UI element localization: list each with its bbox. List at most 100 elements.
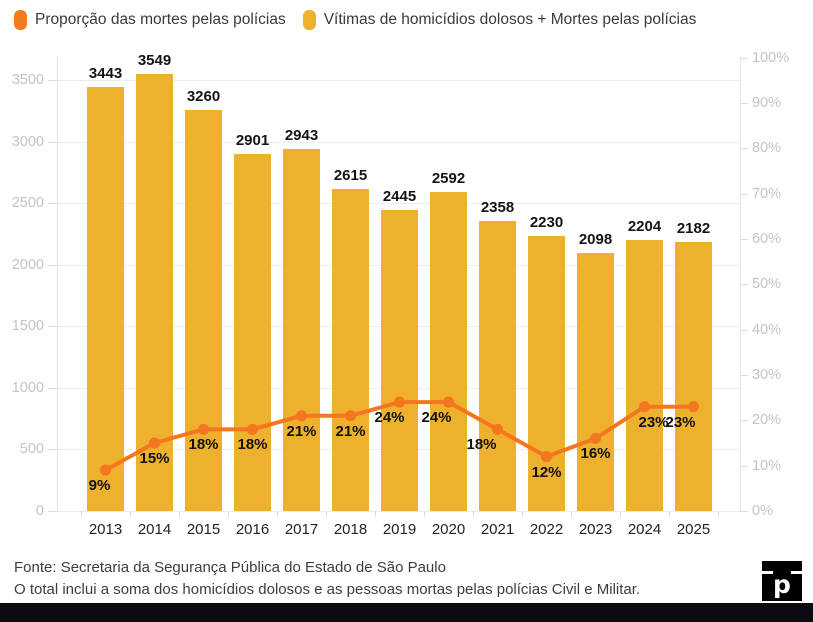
chart-footer: Fonte: Secretaria da Segurança Pública d… <box>14 557 640 600</box>
x-axis-tick <box>522 511 523 517</box>
x-axis-label-2019: 2019 <box>382 521 417 538</box>
pct-label-2017: 21% <box>286 422 317 440</box>
bar-value-label-2021: 2358 <box>480 198 515 216</box>
pct-label-2013: 9% <box>88 477 111 495</box>
right-axis-tick-label: 70% <box>752 185 782 202</box>
bar-2020 <box>430 191 467 511</box>
left-axis-tick-label: 2500 <box>11 195 44 212</box>
pct-label-2022: 12% <box>531 463 562 481</box>
left-axis-tick <box>48 511 57 512</box>
bar-value-label-2024: 2204 <box>627 217 662 235</box>
bar-value-label-2018: 2615 <box>333 166 368 184</box>
bottom-accent-bar <box>0 603 813 622</box>
gridline-2500 <box>57 203 740 205</box>
bar-value-label-2013: 3443 <box>88 65 123 83</box>
gridline-0 <box>57 511 740 512</box>
legend-swatch-icon <box>302 10 316 30</box>
left-axis-line <box>57 57 58 511</box>
right-axis-tick <box>740 374 748 376</box>
left-axis-tick-label: 0 <box>35 503 44 519</box>
pct-label-2021: 18% <box>466 436 497 454</box>
x-axis-tick <box>277 511 278 517</box>
right-axis-tick-label: 50% <box>752 276 782 293</box>
right-axis-tick <box>740 420 748 422</box>
x-axis-label-2018: 2018 <box>333 521 368 538</box>
left-axis-tick <box>48 203 57 205</box>
x-axis-tick <box>424 511 425 517</box>
bar-2013 <box>87 87 124 511</box>
x-axis-tick <box>718 511 719 517</box>
x-axis-label-2024: 2024 <box>627 521 662 538</box>
bar-value-label-2019: 2445 <box>382 187 417 205</box>
right-axis-tick-label: 10% <box>752 457 782 474</box>
legend-item-label: Vítimas de homicídios dolosos + Mortes p… <box>323 11 697 28</box>
left-axis-tick-label: 2000 <box>11 256 44 273</box>
x-axis-label-2016: 2016 <box>235 521 270 538</box>
legend-swatch-icon <box>14 10 27 30</box>
x-axis-tick <box>179 511 180 517</box>
right-axis-line <box>740 57 741 511</box>
left-axis-tick-label: 1500 <box>11 318 44 335</box>
note-text: O total inclui a soma dos homicídios dol… <box>14 580 641 598</box>
bar-2018 <box>332 188 369 511</box>
left-axis-tick-label: 3500 <box>11 72 44 88</box>
bar-value-label-2025: 2182 <box>676 220 711 238</box>
pct-label-2024: 23% <box>638 413 669 431</box>
left-axis-tick <box>48 326 57 328</box>
bar-2025 <box>675 242 712 511</box>
gridline-3000 <box>57 141 740 143</box>
left-axis-tick <box>48 80 57 81</box>
gridline-3500 <box>57 80 740 81</box>
x-axis-tick <box>473 511 474 517</box>
bar-value-label-2015: 3260 <box>186 87 221 105</box>
x-axis-tick <box>571 511 572 517</box>
x-axis-label-2023: 2023 <box>578 521 613 538</box>
pct-label-2018: 21% <box>335 422 366 440</box>
x-axis-tick <box>669 511 670 517</box>
right-axis-tick <box>740 329 748 331</box>
x-axis-label-2014: 2014 <box>137 521 172 538</box>
right-axis-tick-label: 60% <box>752 230 782 247</box>
logo-letter: p <box>773 570 791 599</box>
right-axis-tick-label: 40% <box>752 321 782 338</box>
left-axis-tick <box>48 264 57 266</box>
pct-label-2023: 16% <box>580 445 611 463</box>
bar-value-label-2016: 2901 <box>235 131 270 149</box>
right-axis-tick-label: 20% <box>752 412 782 429</box>
pct-label-2014: 15% <box>139 449 170 467</box>
legend-item-bar-series[interactable]: Vítimas de homicídios dolosos + Mortes p… <box>302 10 697 30</box>
pct-label-2016: 18% <box>237 436 268 454</box>
x-axis-tick <box>375 511 376 517</box>
pct-label-2020: 24% <box>421 409 452 427</box>
pct-label-2025: 23% <box>665 413 696 431</box>
x-axis-label-2015: 2015 <box>186 521 221 538</box>
left-axis-tick <box>48 141 57 143</box>
bar-value-label-2023: 2098 <box>578 230 613 248</box>
right-axis-tick-label: 30% <box>752 366 782 383</box>
right-axis-tick <box>740 284 748 286</box>
bar-2016 <box>234 153 271 511</box>
left-axis-tick <box>48 449 57 451</box>
legend-item-line-series[interactable]: Proporção das mortes pelas polícias <box>14 10 286 30</box>
poder360-logo: p <box>762 561 802 601</box>
right-axis-tick <box>740 511 748 512</box>
x-axis-label-2021: 2021 <box>480 521 515 538</box>
x-axis-tick <box>620 511 621 517</box>
bar-value-label-2020: 2592 <box>431 169 466 187</box>
right-axis-tick <box>740 193 748 195</box>
left-axis-tick-label: 1000 <box>11 379 44 396</box>
x-axis-label-2022: 2022 <box>529 521 564 538</box>
left-axis-tick-label: 3000 <box>11 133 44 150</box>
bar-value-label-2017: 2943 <box>284 126 319 144</box>
x-axis-tick <box>130 511 131 517</box>
right-axis-tick <box>740 465 748 467</box>
bar-2023 <box>577 252 614 511</box>
right-axis-tick <box>740 57 748 59</box>
legend-item-label: Proporção das mortes pelas polícias <box>35 11 286 28</box>
right-axis-tick-label: 90% <box>752 94 782 111</box>
right-axis-tick-label: 80% <box>752 140 782 157</box>
bar-value-label-2014: 3549 <box>137 51 172 69</box>
bar-value-label-2022: 2230 <box>529 214 564 232</box>
bar-2017 <box>283 148 320 511</box>
